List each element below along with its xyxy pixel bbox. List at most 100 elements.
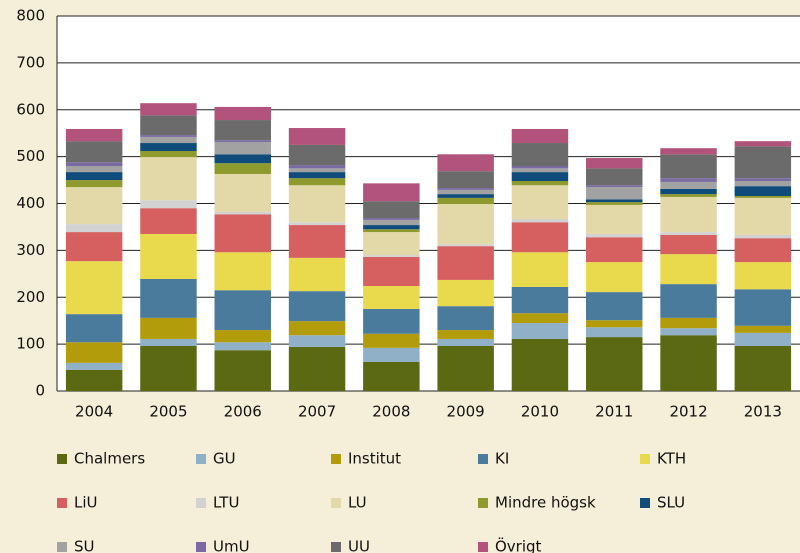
legend-swatch	[57, 454, 67, 464]
bar-segment	[511, 338, 569, 391]
bar-segment	[363, 361, 420, 391]
bar-segment	[511, 185, 569, 219]
bar-segment	[140, 233, 197, 279]
bar-segment	[65, 162, 123, 166]
legend-label: Institut	[348, 450, 401, 468]
bar-segment	[437, 197, 494, 204]
bar-segment	[734, 238, 792, 263]
bar-segment	[214, 142, 271, 155]
y-tick-label: 600	[16, 100, 45, 118]
legend-label: LiU	[74, 494, 98, 512]
bar-segment	[65, 342, 123, 363]
legend-swatch	[331, 454, 341, 464]
bar-segment	[140, 346, 197, 391]
bar-segment	[288, 168, 346, 173]
bar-segment	[511, 323, 569, 339]
legend-swatch	[196, 498, 206, 508]
bar-segment	[140, 208, 197, 234]
legend-label: LTU	[213, 494, 239, 512]
bar-segment	[660, 284, 717, 318]
bar-segment	[288, 321, 346, 336]
bar-segment	[437, 203, 494, 245]
bar-segment	[437, 171, 494, 189]
bar-segment	[140, 136, 197, 144]
bar-segment	[437, 338, 494, 346]
y-tick-label: 500	[16, 147, 45, 165]
bar-segment	[363, 229, 420, 233]
bar-segment	[214, 173, 271, 212]
bar-segment	[734, 146, 792, 179]
legend-label: Övrigt	[495, 537, 542, 553]
bar-segment	[288, 291, 346, 322]
legend-swatch	[478, 498, 488, 508]
bar-segment	[734, 234, 792, 239]
y-tick-label: 0	[35, 382, 45, 400]
bar-segment	[214, 214, 271, 253]
bar-segment	[140, 338, 197, 346]
bar-segment	[660, 194, 717, 197]
bar-segment	[660, 234, 717, 255]
bar-segment	[288, 165, 346, 169]
bar-segment	[660, 328, 717, 336]
bar-segment	[288, 128, 346, 145]
bar-segment	[363, 256, 420, 286]
bar-segment	[511, 252, 569, 287]
bar-segment	[511, 181, 569, 186]
legend-swatch	[196, 542, 206, 552]
bar-segment	[586, 204, 643, 234]
y-tick-label: 700	[16, 53, 45, 71]
bar-segment	[437, 246, 494, 280]
x-tick-label: 2012	[669, 403, 707, 421]
x-tick-label: 2010	[521, 403, 559, 421]
bar-segment	[140, 103, 197, 116]
y-tick-label: 800	[16, 7, 45, 25]
bar-segment	[65, 141, 123, 163]
legend-swatch	[57, 498, 67, 508]
bar-segment	[214, 252, 271, 291]
bar-segment	[437, 330, 494, 339]
bar-segment	[586, 168, 643, 186]
bar-segment	[586, 158, 643, 169]
bar-segment	[437, 189, 494, 195]
bar-segment	[140, 151, 197, 158]
bar-segment	[214, 342, 271, 351]
bar-segment	[214, 140, 271, 143]
x-tick-label: 2011	[595, 403, 633, 421]
x-tick-label: 2004	[75, 403, 113, 421]
bar-segment	[288, 222, 346, 226]
bar-segment	[214, 350, 271, 391]
legend-label: KTH	[657, 450, 686, 468]
bar-segment	[734, 141, 792, 147]
x-tick-label: 2005	[149, 403, 187, 421]
bar-segment	[65, 187, 123, 225]
bar-segment	[288, 172, 346, 179]
bar-segment	[363, 286, 420, 309]
bar-segment	[734, 197, 792, 235]
bar-segment	[140, 135, 197, 137]
bar-segment	[511, 313, 569, 324]
x-tick-label: 2007	[298, 403, 336, 421]
bar-segment	[363, 201, 420, 219]
bar-segment	[140, 115, 197, 136]
bar-segment	[511, 218, 569, 223]
bar-segment	[140, 278, 197, 318]
bar-segment	[511, 168, 569, 173]
legend-swatch	[640, 454, 650, 464]
bar-segment	[65, 172, 123, 181]
bar-segment	[586, 185, 643, 188]
bar-segment	[734, 181, 792, 187]
y-tick-label: 200	[16, 288, 45, 306]
bar-segment	[660, 317, 717, 329]
bar-segment	[363, 308, 420, 334]
x-tick-label: 2013	[744, 403, 782, 421]
bar-segment	[511, 172, 569, 181]
bar-segment	[734, 262, 792, 290]
bar-segment	[586, 237, 643, 263]
bar-segment	[288, 185, 346, 223]
bar-segment	[65, 314, 123, 343]
bar-segment	[140, 317, 197, 339]
legend-label: KI	[495, 450, 509, 468]
bar-segment	[288, 178, 346, 186]
legend-swatch	[196, 454, 206, 464]
